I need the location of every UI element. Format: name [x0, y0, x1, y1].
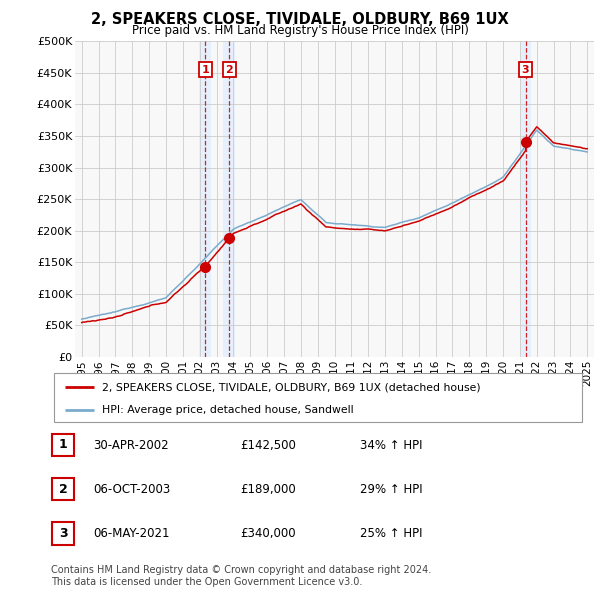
Text: 06-MAY-2021: 06-MAY-2021	[93, 527, 170, 540]
Text: £189,000: £189,000	[240, 483, 296, 496]
Text: 2: 2	[59, 483, 67, 496]
Text: 1: 1	[59, 438, 67, 451]
FancyBboxPatch shape	[52, 434, 74, 456]
Text: 2, SPEAKERS CLOSE, TIVIDALE, OLDBURY, B69 1UX (detached house): 2, SPEAKERS CLOSE, TIVIDALE, OLDBURY, B6…	[101, 382, 480, 392]
Text: 1: 1	[202, 65, 209, 75]
Text: Contains HM Land Registry data © Crown copyright and database right 2024.
This d: Contains HM Land Registry data © Crown c…	[51, 565, 431, 587]
Text: 2: 2	[226, 65, 233, 75]
Text: 2, SPEAKERS CLOSE, TIVIDALE, OLDBURY, B69 1UX: 2, SPEAKERS CLOSE, TIVIDALE, OLDBURY, B6…	[91, 12, 509, 27]
Bar	[199, 41, 211, 357]
Bar	[520, 41, 532, 357]
Text: 30-APR-2002: 30-APR-2002	[93, 439, 169, 452]
Text: £142,500: £142,500	[240, 439, 296, 452]
Text: 25% ↑ HPI: 25% ↑ HPI	[360, 527, 422, 540]
Text: 34% ↑ HPI: 34% ↑ HPI	[360, 439, 422, 452]
Text: 3: 3	[59, 527, 67, 540]
FancyBboxPatch shape	[54, 373, 582, 422]
Text: 06-OCT-2003: 06-OCT-2003	[93, 483, 170, 496]
Text: HPI: Average price, detached house, Sandwell: HPI: Average price, detached house, Sand…	[101, 405, 353, 415]
FancyBboxPatch shape	[52, 522, 74, 545]
FancyBboxPatch shape	[52, 478, 74, 500]
Text: 29% ↑ HPI: 29% ↑ HPI	[360, 483, 422, 496]
Text: £340,000: £340,000	[240, 527, 296, 540]
Text: 3: 3	[522, 65, 529, 75]
Bar	[223, 41, 235, 357]
Text: Price paid vs. HM Land Registry's House Price Index (HPI): Price paid vs. HM Land Registry's House …	[131, 24, 469, 37]
